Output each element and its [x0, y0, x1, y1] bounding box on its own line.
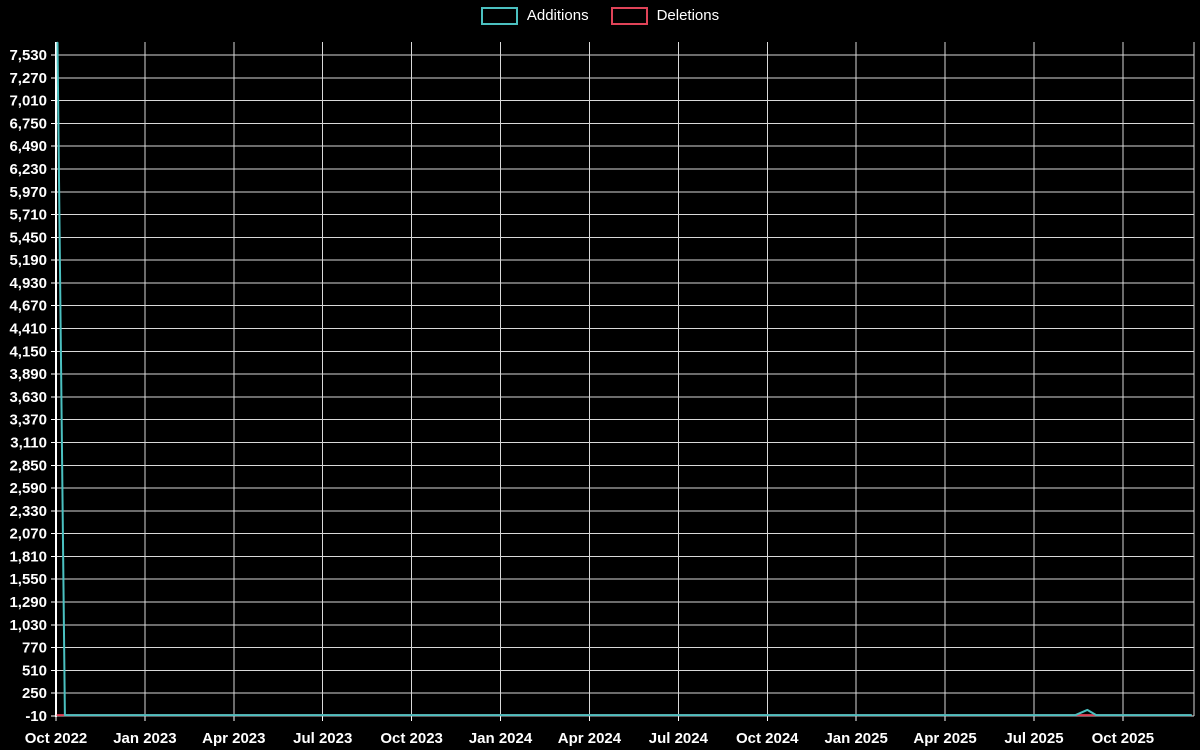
deletions-swatch	[610, 7, 648, 25]
svg-text:6,750: 6,750	[9, 115, 47, 132]
svg-text:770: 770	[22, 640, 47, 657]
svg-text:7,010: 7,010	[9, 93, 47, 110]
svg-text:Apr 2023: Apr 2023	[202, 730, 265, 747]
svg-text:2,590: 2,590	[9, 480, 47, 497]
svg-text:Jul 2025: Jul 2025	[1004, 730, 1063, 747]
legend-item-deletions[interactable]: Deletions	[610, 7, 720, 25]
svg-text:6,490: 6,490	[9, 138, 47, 155]
svg-text:1,550: 1,550	[9, 571, 47, 588]
svg-text:4,410: 4,410	[9, 321, 47, 338]
svg-text:3,630: 3,630	[9, 389, 47, 406]
svg-text:Jul 2024: Jul 2024	[649, 730, 709, 747]
svg-text:3,110: 3,110	[10, 434, 47, 451]
svg-text:Oct 2022: Oct 2022	[25, 730, 88, 747]
additions-swatch	[480, 7, 518, 25]
svg-text:5,970: 5,970	[9, 184, 47, 201]
svg-text:5,710: 5,710	[9, 207, 47, 224]
svg-text:1,030: 1,030	[9, 617, 47, 634]
svg-text:Oct 2025: Oct 2025	[1092, 730, 1155, 747]
svg-text:Jan 2025: Jan 2025	[824, 730, 887, 747]
svg-text:250: 250	[22, 685, 47, 702]
svg-text:Apr 2025: Apr 2025	[913, 730, 976, 747]
svg-text:Jul 2023: Jul 2023	[293, 730, 352, 747]
svg-text:Oct 2023: Oct 2023	[380, 730, 443, 747]
chart-legend: Additions Deletions	[0, 7, 1200, 25]
legend-item-additions[interactable]: Additions	[480, 7, 589, 25]
svg-text:2,850: 2,850	[9, 457, 47, 474]
svg-text:4,670: 4,670	[9, 298, 47, 315]
svg-text:4,930: 4,930	[9, 275, 47, 292]
svg-text:3,370: 3,370	[9, 412, 47, 429]
svg-text:5,450: 5,450	[9, 229, 47, 246]
svg-text:Apr 2024: Apr 2024	[558, 730, 622, 747]
svg-text:7,530: 7,530	[9, 47, 47, 64]
svg-text:4,150: 4,150	[9, 343, 47, 360]
svg-text:3,890: 3,890	[9, 366, 47, 383]
svg-text:6,230: 6,230	[9, 161, 47, 178]
svg-text:2,070: 2,070	[9, 526, 47, 543]
svg-text:1,290: 1,290	[9, 594, 47, 611]
svg-text:-10: -10	[25, 708, 47, 725]
svg-text:1,810: 1,810	[9, 548, 47, 565]
svg-text:Jan 2023: Jan 2023	[113, 730, 176, 747]
svg-text:7,270: 7,270	[9, 70, 47, 87]
svg-text:Jan 2024: Jan 2024	[469, 730, 533, 747]
svg-text:Oct 2024: Oct 2024	[736, 730, 799, 747]
legend-label-additions: Additions	[526, 7, 589, 24]
svg-text:510: 510	[22, 662, 47, 679]
svg-text:5,190: 5,190	[9, 252, 47, 269]
svg-text:2,330: 2,330	[9, 503, 47, 520]
legend-label-deletions: Deletions	[656, 7, 720, 24]
